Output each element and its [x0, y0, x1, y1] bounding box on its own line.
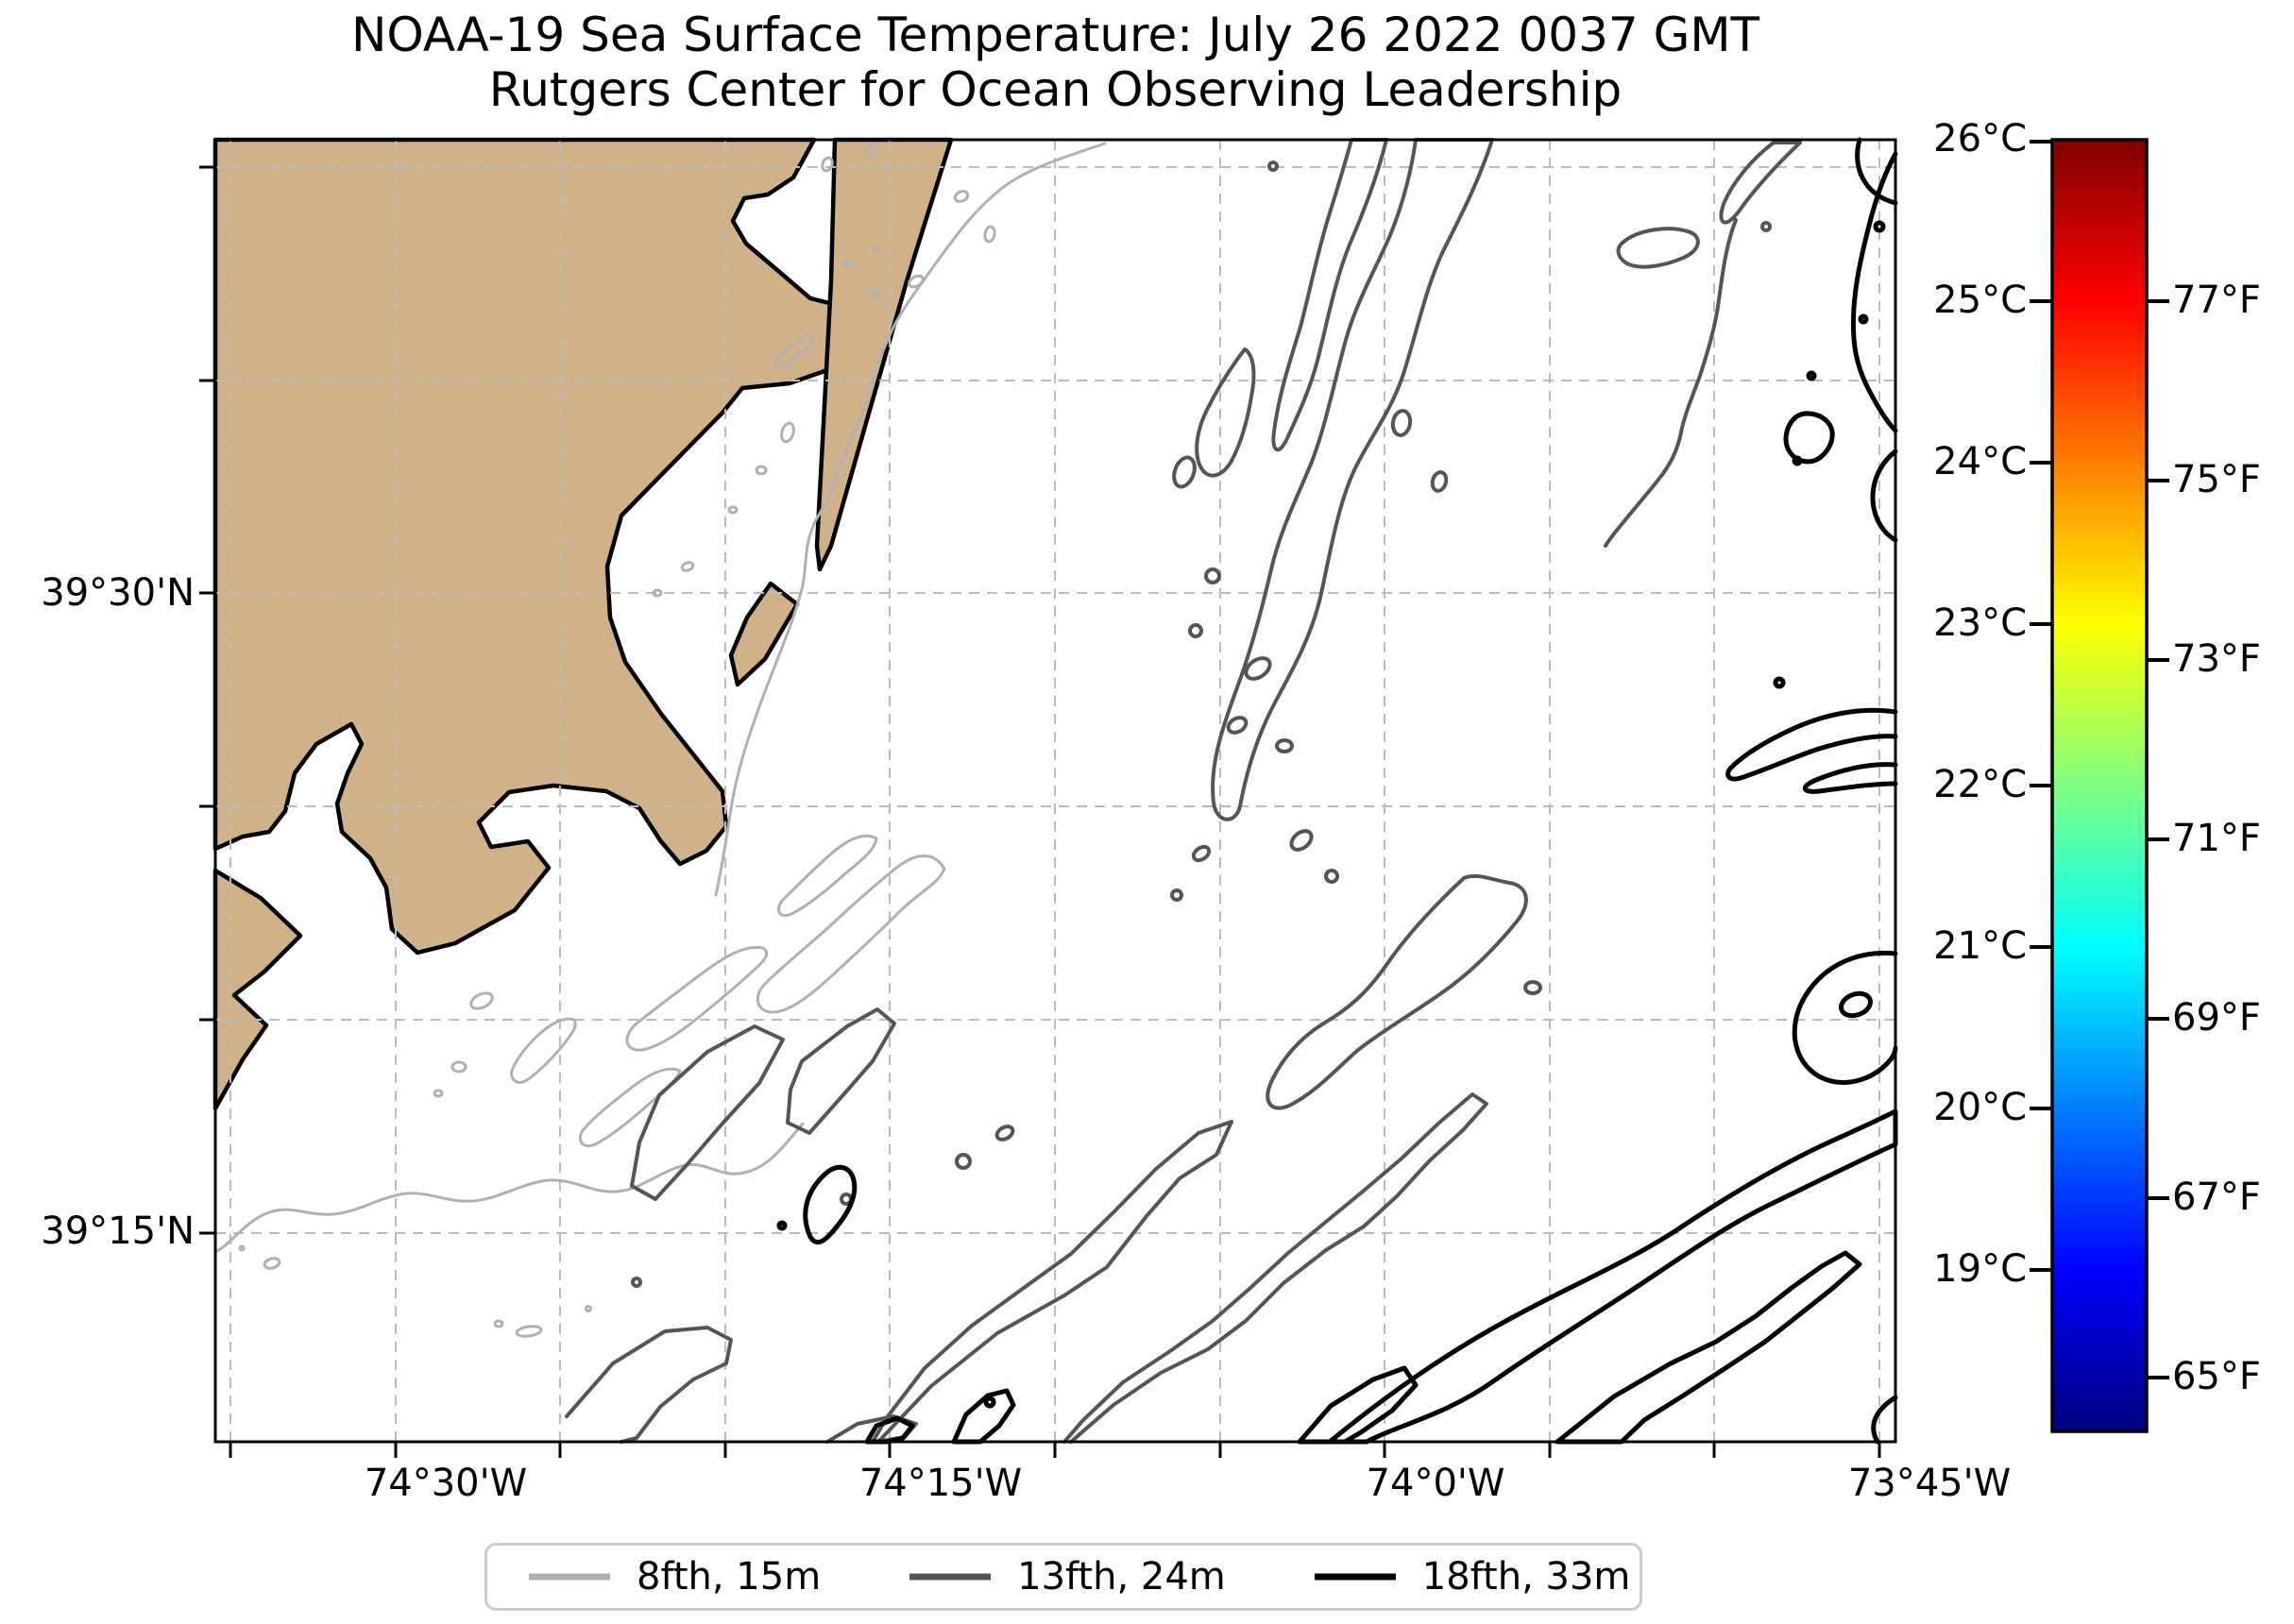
- barrier-island: [814, 137, 954, 572]
- title-line-1: NOAA-19 Sea Surface Temperature: July 26…: [350, 8, 1760, 62]
- x-tick-74-30w: 74°30'W: [364, 1462, 528, 1505]
- cbar-label-65f: 65°F: [2172, 1355, 2261, 1398]
- mainland-coast: [212, 137, 855, 956]
- cbar-label-23c: 23°C: [1933, 601, 2027, 645]
- plot-border: [213, 138, 1897, 1444]
- colorbar: [2030, 138, 2169, 1433]
- isobath-13fth-24m: [565, 138, 1802, 1444]
- cbar-label-21c: 21°C: [1933, 924, 2027, 968]
- colorbar-border: [2050, 138, 2149, 1433]
- cbar-label-24c: 24°C: [1933, 440, 2027, 483]
- colorbar-fahrenheit-ticks: [2147, 299, 2169, 1379]
- x-tick-74-15w: 74°15'W: [858, 1462, 1023, 1505]
- cbar-label-19c: 19°C: [1933, 1247, 2027, 1291]
- colorbar-gradient: [2052, 140, 2147, 1431]
- cbar-label-22c: 22°C: [1933, 763, 2027, 806]
- legend-line-18fth-icon: [1314, 1573, 1396, 1581]
- land-layer: [212, 137, 954, 1111]
- cbar-label-25c: 25°C: [1933, 279, 2027, 322]
- legend-item-13fth: 13fth, 24m: [908, 1555, 1226, 1599]
- isobath-8fth-15m: [213, 142, 1107, 1338]
- axis-tick-marks: [199, 165, 1881, 1458]
- legend-item-8fth: 8fth, 15m: [527, 1555, 821, 1599]
- x-tick-74-0w: 74°0'W: [1366, 1462, 1505, 1505]
- isobath-legend: 8fth, 15m 13fth, 24m 18fth, 33m: [484, 1543, 1642, 1611]
- cbar-label-71f: 71°F: [2172, 817, 2261, 860]
- legend-item-18fth: 18fth, 33m: [1313, 1555, 1631, 1599]
- cbar-label-67f: 67°F: [2172, 1176, 2261, 1219]
- cbar-label-26c: 26°C: [1933, 117, 2027, 161]
- y-tick-39-15n: 39°15'N: [41, 1210, 195, 1253]
- cbar-label-77f: 77°F: [2172, 279, 2261, 322]
- cbar-label-73f: 73°F: [2172, 637, 2261, 681]
- cbar-label-20c: 20°C: [1933, 1086, 2027, 1129]
- legend-label-13fth: 13fth, 24m: [1017, 1555, 1226, 1599]
- colorbar-celsius-ticks: [2030, 140, 2052, 1272]
- legend-label-8fth: 8fth, 15m: [637, 1555, 822, 1599]
- map-plot: [199, 137, 1898, 1458]
- x-tick-73-45w: 73°45'W: [1847, 1462, 2012, 1505]
- y-tick-39-30n: 39°30'N: [41, 571, 195, 615]
- cbar-label-75f: 75°F: [2172, 458, 2261, 501]
- legend-label-18fth: 18fth, 33m: [1421, 1555, 1631, 1599]
- figure-title: NOAA-19 Sea Surface Temperature: July 26…: [215, 8, 1895, 117]
- title-line-2: Rutgers Center for Ocean Observing Leade…: [488, 62, 1623, 117]
- graticule: [215, 140, 1895, 1442]
- legend-line-13fth-icon: [909, 1573, 992, 1581]
- legend-line-8fth-icon: [529, 1573, 610, 1581]
- cbar-label-69f: 69°F: [2172, 996, 2261, 1040]
- cape-peninsula: [212, 868, 303, 1111]
